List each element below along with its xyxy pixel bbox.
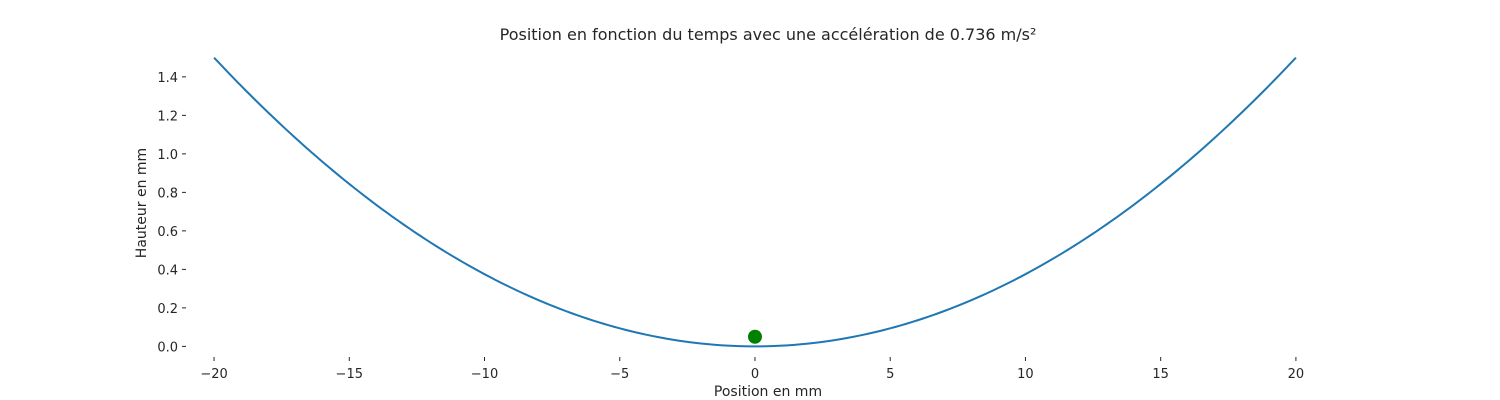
plot-area [213,56,1297,348]
y-axis: 0.0 0.2 0.4 0.6 0.8 1.0 1.2 1.4 [157,71,186,355]
chart-title: Position en fonction du temps avec une a… [500,25,1037,44]
x-tick-label: 0 [751,367,759,382]
y-tick-label: 0.2 [157,302,178,317]
x-tick-label: −5 [610,367,629,382]
y-tick-label: 0.6 [157,225,178,240]
x-tick-label: −10 [471,367,498,382]
x-tick-label: −15 [336,367,363,382]
y-tick-label: 0.4 [157,263,178,278]
y-tick-label: 1.0 [157,148,178,163]
y-tick-label: 0.8 [157,186,178,201]
position-point [747,329,762,344]
x-axis-label: Position en mm [714,384,822,400]
x-tick-label: −20 [200,367,227,382]
y-axis-label: Hauteur en mm [134,148,150,258]
y-tick-label: 1.2 [157,109,178,124]
trajectory-line [213,56,1297,348]
x-tick-label: 5 [886,367,894,382]
x-tick-label: 20 [1288,367,1305,382]
y-tick-label: 1.4 [157,71,178,86]
x-tick-label: 10 [1017,367,1034,382]
y-tick-label: 0.0 [157,340,178,355]
x-axis: −20 −15 −10 −5 0 5 10 15 20 [200,357,1304,382]
x-tick-label: 15 [1152,367,1169,382]
